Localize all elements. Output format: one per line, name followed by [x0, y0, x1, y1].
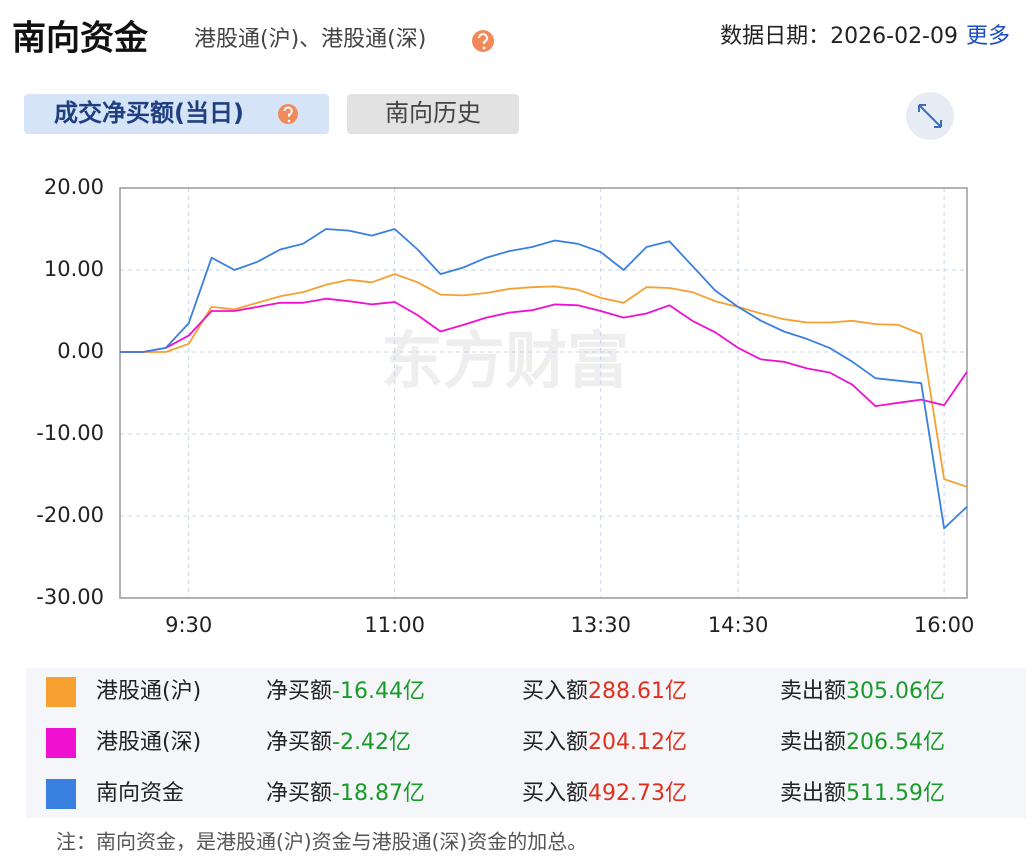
- note: 注：南向资金，是港股通(沪)资金与港股通(深)资金的加总。: [56, 830, 587, 854]
- stat-label: 净买额: [266, 679, 332, 704]
- stat: 买入额492.73亿: [522, 781, 687, 806]
- stat: 净买额-2.42亿: [266, 730, 411, 755]
- y-tick-label: 20.00: [44, 175, 104, 199]
- y-tick-label: 10.00: [44, 257, 104, 281]
- stat-label: 卖出额: [780, 781, 846, 806]
- watermark: 东方财富: [381, 324, 629, 397]
- stat-value: 204.12亿: [588, 730, 687, 755]
- legend-swatch: [46, 677, 76, 707]
- stat: 卖出额206.54亿: [780, 730, 945, 755]
- help-icon[interactable]: [278, 104, 298, 124]
- stat-label: 买入额: [522, 781, 588, 806]
- stat-label: 买入额: [522, 679, 588, 704]
- legend-label: 港股通(深): [96, 730, 201, 755]
- series-line: [120, 273, 968, 488]
- title: 南向资金: [12, 19, 149, 59]
- help-icon[interactable]: [472, 30, 494, 52]
- legend-label: 港股通(沪): [96, 679, 201, 704]
- stat-value: 305.06亿: [846, 679, 945, 704]
- stat-label: 卖出额: [780, 730, 846, 755]
- stat: 买入额204.12亿: [522, 730, 687, 755]
- chart: 东方财富 -30.00 -20.00 -10.00 0.00 10.00 20.00 9:30…: [36, 175, 974, 637]
- x-tick-label: 13:30: [570, 613, 631, 637]
- stat-label: 净买额: [266, 781, 332, 806]
- y-tick-label: -10.00: [36, 421, 104, 445]
- stat-value: 492.73亿: [588, 781, 687, 806]
- tab-label[interactable]: 成交净买额(当日): [54, 99, 244, 127]
- x-tick-label: 11:00: [364, 613, 425, 637]
- tab[interactable]: [347, 94, 519, 134]
- legend-swatch: [46, 728, 76, 758]
- stat-label: 净买额: [266, 730, 332, 755]
- stat: 净买额-16.44亿: [266, 679, 425, 704]
- y-tick-label: -30.00: [36, 585, 104, 609]
- tab-active[interactable]: [24, 94, 329, 134]
- tab-label[interactable]: 南向历史: [385, 99, 481, 127]
- table: 港股通(沪) 净买额-16.44亿 买入额288.61亿 卖出额305.06亿港股通(…: [46, 677, 945, 809]
- stat: 卖出额511.59亿: [780, 781, 945, 806]
- stat: 买入额288.61亿: [522, 679, 687, 704]
- x-tick-label: 14:30: [708, 613, 769, 637]
- stat-label: 买入额: [522, 730, 588, 755]
- y-tick-label: -20.00: [36, 503, 104, 527]
- stat: 卖出额305.06亿: [780, 679, 945, 704]
- expand-button[interactable]: [906, 92, 954, 140]
- legend-table: [26, 668, 1026, 818]
- stat-value: 288.61亿: [588, 679, 687, 704]
- series-line: [120, 297, 968, 407]
- y-tick-label: 0.00: [57, 339, 104, 363]
- legend-swatch: [46, 779, 76, 809]
- stat-value: -16.44亿: [332, 679, 425, 704]
- stat-label: 卖出额: [780, 679, 846, 704]
- more-link[interactable]: 更多: [966, 24, 1010, 49]
- date-label: 数据日期：2026-02-09: [720, 24, 958, 49]
- stat-value: -2.42亿: [332, 730, 411, 755]
- stat-value: 511.59亿: [846, 781, 945, 806]
- stat-value: -18.87亿: [332, 781, 425, 806]
- x-tick-label: 16:00: [914, 613, 975, 637]
- plot-border: [119, 187, 968, 599]
- legend-label: 南向资金: [96, 781, 184, 806]
- stat-value: 206.54亿: [846, 730, 945, 755]
- stat: 净买额-18.87亿: [266, 781, 425, 806]
- subtitle: 港股通(沪)、港股通(深): [194, 27, 426, 52]
- series-line: [120, 228, 968, 530]
- x-tick-label: 9:30: [165, 613, 212, 637]
